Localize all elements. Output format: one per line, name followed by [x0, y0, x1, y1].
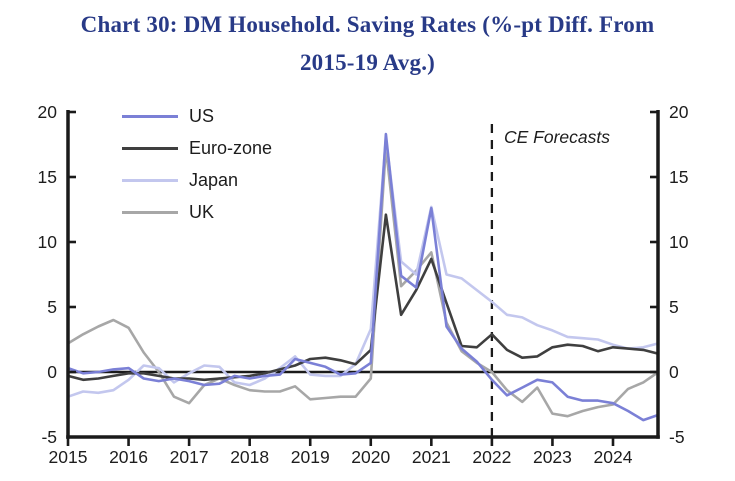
legend: US Euro-zone Japan UK: [122, 100, 272, 228]
legend-label-japan: Japan: [189, 170, 239, 190]
legend-swatch-uk: [122, 210, 178, 214]
forecast-annotation-label: CE Forecasts: [504, 127, 610, 147]
x-axis-tick-label: 2016: [109, 447, 148, 467]
legend-item-japan: Japan: [122, 164, 272, 196]
chart-title-line-1: Chart 30: DM Household. Saving Rates (%-…: [80, 12, 655, 37]
y-axis-tick-label-right: 0: [669, 362, 679, 382]
x-axis-tick-label: 2024: [594, 447, 633, 467]
legend-item-euro-zone: Euro-zone: [122, 132, 272, 164]
x-axis-tick-label: 2021: [412, 447, 451, 467]
y-axis-tick-label-right: 20: [669, 102, 689, 122]
legend-item-uk: UK: [122, 196, 272, 228]
x-axis-tick-label: 2017: [170, 447, 209, 467]
y-axis-tick-label-right: -5: [669, 427, 685, 447]
legend-swatch-us: [122, 114, 178, 118]
y-axis-tick-label-left: 0: [47, 362, 57, 382]
legend-label-us: US: [189, 106, 215, 126]
y-axis-tick-label-right: 5: [669, 297, 679, 317]
y-axis-tick-label-right: 15: [669, 167, 688, 187]
chart-title-line-2: 2015-19 Avg.): [299, 50, 436, 75]
legend-swatch-euro-zone: [122, 146, 178, 150]
y-axis-tick-label-left: 20: [38, 102, 58, 122]
y-axis-tick-label-left: 15: [38, 167, 57, 187]
y-axis-tick-label-left: 10: [38, 232, 58, 252]
y-axis-tick-label-left: -5: [41, 427, 57, 447]
x-axis-tick-label: 2015: [49, 447, 88, 467]
series-line-uk: [67, 145, 660, 418]
x-axis-tick-label: 2023: [533, 447, 572, 467]
x-axis-tick-label: 2019: [291, 447, 330, 467]
chart-title: Chart 30: DM Household. Saving Rates (%-…: [0, 6, 735, 82]
legend-swatch-japan: [122, 178, 178, 182]
legend-label-uk: UK: [189, 202, 215, 222]
y-axis-tick-label-left: 5: [47, 297, 57, 317]
series-line-euro-zone: [67, 213, 659, 382]
legend-item-us: US: [122, 100, 272, 132]
x-axis-tick-label: 2022: [472, 447, 511, 467]
series-line-us: [67, 132, 659, 422]
x-axis-tick-label: 2020: [351, 447, 390, 467]
x-axis-tick-label: 2018: [230, 447, 269, 467]
y-axis-tick-label-right: 10: [669, 232, 689, 252]
series-line-japan: [67, 136, 659, 398]
legend-label-euro-zone: Euro-zone: [189, 138, 273, 158]
